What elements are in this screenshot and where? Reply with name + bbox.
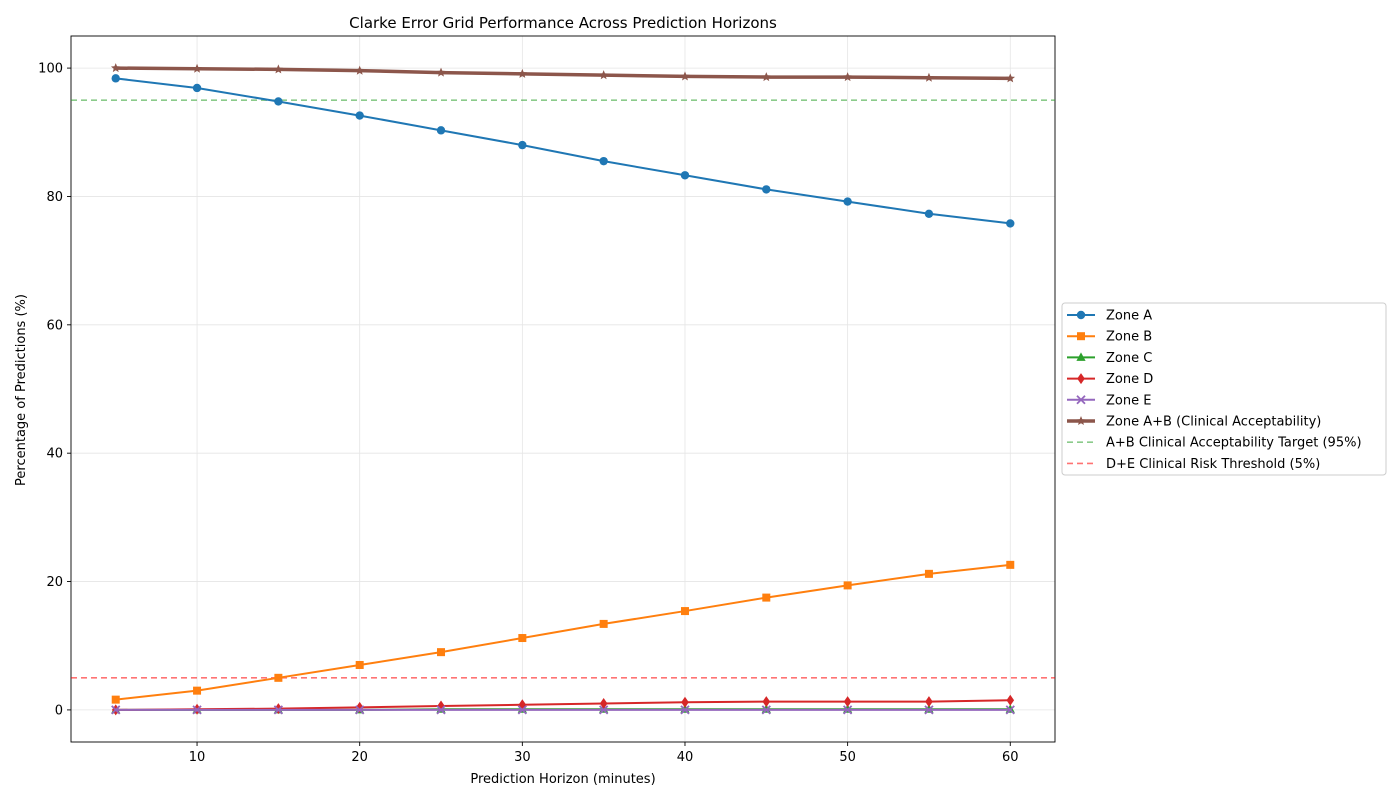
- data-point: [599, 619, 608, 628]
- data-point: [680, 607, 689, 616]
- legend-label: Zone C: [1106, 351, 1152, 366]
- data-point: [518, 634, 527, 643]
- data-point: [1005, 705, 1015, 715]
- legend-label: A+B Clinical Acceptability Target (95%): [1106, 436, 1362, 451]
- x-tick-label: 50: [839, 750, 856, 765]
- data-point: [111, 695, 120, 704]
- legend-label: Zone A+B (Clinical Acceptability): [1106, 415, 1321, 430]
- data-point: [599, 705, 609, 715]
- series-4: [111, 694, 1015, 716]
- data-point: [355, 660, 364, 669]
- data-point: [599, 156, 608, 166]
- y-tick-label: 20: [46, 575, 63, 590]
- data-point: [924, 569, 933, 578]
- data-point: [681, 696, 689, 708]
- data-point: [1006, 560, 1015, 569]
- data-point: [273, 705, 284, 715]
- x-tick-label: 20: [351, 750, 368, 765]
- legend-marker: [1076, 416, 1086, 426]
- legend-label: Zone A: [1106, 309, 1152, 324]
- series-line: [115, 77, 1011, 225]
- x-tick-label: 60: [1002, 750, 1019, 765]
- data-point: [355, 111, 364, 120]
- data-point: [436, 126, 446, 135]
- data-point: [273, 64, 284, 74]
- x-tick-label: 40: [677, 750, 694, 765]
- data-point: [924, 209, 934, 218]
- data-point: [274, 97, 283, 106]
- legend-marker: [1077, 373, 1085, 385]
- data-point: [111, 74, 120, 83]
- data-point: [762, 593, 771, 602]
- data-point: [354, 65, 365, 75]
- series-6: [110, 63, 1016, 83]
- legend-marker: [1077, 332, 1085, 341]
- data-point: [680, 71, 690, 81]
- legend-label: Zone B: [1106, 330, 1152, 345]
- data-point: [110, 63, 121, 73]
- data-point: [111, 705, 121, 715]
- data-point: [517, 705, 527, 715]
- series-2: [111, 560, 1015, 704]
- data-point: [599, 697, 608, 709]
- data-point: [924, 72, 934, 82]
- legend-marker: [1076, 395, 1086, 405]
- series-5: [111, 705, 1015, 715]
- data-point: [762, 185, 771, 194]
- x-tick-label: 30: [514, 750, 531, 765]
- legend: Zone A Zone B Zone C Zone D Zone E Zone A+B (…: [1061, 302, 1387, 476]
- data-point: [680, 705, 690, 715]
- legend-marker: [1076, 310, 1086, 320]
- y-tick-label: 80: [46, 190, 63, 205]
- data-point: [517, 68, 528, 78]
- chart-title: Clarke Error Grid Performance Across Pre…: [349, 14, 777, 32]
- y-axis-label: Percentage of Predictions (%): [14, 294, 29, 486]
- data-point: [1006, 219, 1015, 228]
- data-point: [1005, 73, 1016, 83]
- data-point: [274, 673, 283, 682]
- data-point: [598, 70, 609, 80]
- data-point: [192, 83, 202, 93]
- data-point: [842, 72, 853, 82]
- data-point: [436, 67, 446, 77]
- y-tick-label: 100: [38, 62, 63, 77]
- data-point: [192, 705, 202, 715]
- data-point: [924, 705, 934, 715]
- series-line: [115, 699, 1011, 711]
- legend-marker: [1076, 352, 1086, 361]
- series-1: [111, 74, 1015, 228]
- x-tick-label: 10: [189, 750, 206, 765]
- data-point: [680, 171, 690, 180]
- y-tick-label: 0: [55, 703, 63, 718]
- grid-lines: [71, 36, 1055, 742]
- data-point: [1006, 694, 1015, 706]
- data-point: [925, 696, 933, 708]
- legend-label: Zone D: [1106, 372, 1153, 387]
- data-point: [436, 705, 446, 715]
- legend-label: Zone E: [1106, 393, 1151, 408]
- series-line: [115, 563, 1011, 701]
- data-point: [761, 705, 771, 715]
- x-axis-label: Prediction Horizon (minutes): [470, 772, 655, 787]
- data-point: [842, 705, 853, 715]
- data-point: [437, 648, 446, 657]
- series-line: [115, 66, 1011, 81]
- data-point: [843, 696, 852, 708]
- data-point: [761, 72, 772, 82]
- data-point: [518, 140, 527, 150]
- data-point: [193, 686, 202, 695]
- legend-box: [1061, 302, 1387, 476]
- data-point: [762, 696, 771, 708]
- y-tick-label: 40: [46, 447, 63, 462]
- data-point: [843, 581, 852, 590]
- y-tick-label: 60: [46, 318, 63, 333]
- data-point: [843, 197, 852, 206]
- data-point: [355, 705, 365, 715]
- legend-label: D+E Clinical Risk Threshold (5%): [1106, 457, 1320, 472]
- plot-frame: [70, 35, 1056, 743]
- data-point: [192, 63, 202, 73]
